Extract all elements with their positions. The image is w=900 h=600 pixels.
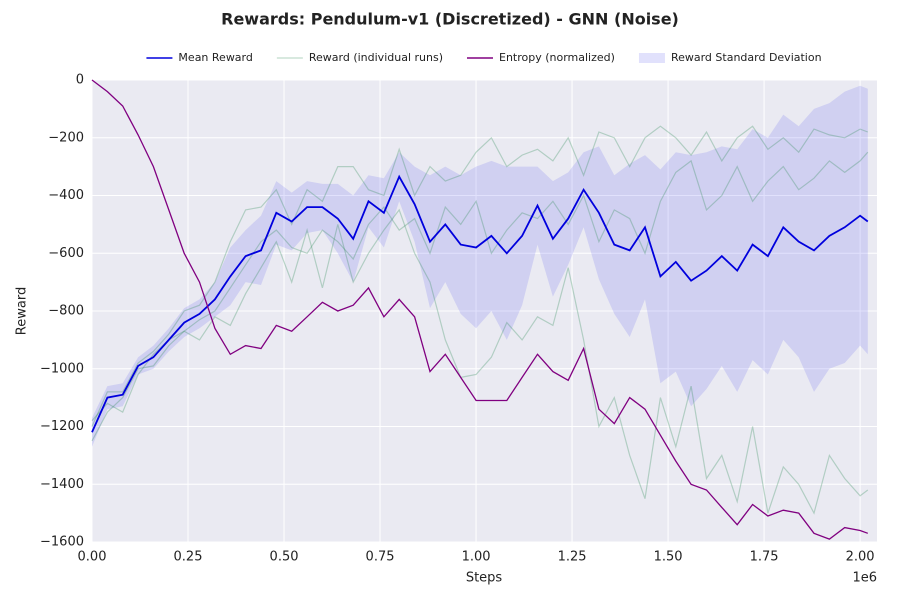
- legend-label: Reward (individual runs): [309, 51, 443, 64]
- y-tick-label: −600: [48, 246, 84, 261]
- legend-label: Reward Standard Deviation: [671, 51, 822, 64]
- x-tick-label: 1.75: [750, 550, 779, 565]
- chart-title: Rewards: Pendulum-v1 (Discretized) - GNN…: [221, 10, 679, 29]
- legend-item: Entropy (normalized): [466, 51, 615, 64]
- run-line: [91, 208, 869, 515]
- x-tick-label: 1.00: [462, 550, 491, 565]
- y-axis-label: Reward: [15, 287, 30, 335]
- x-tick-label: 1.25: [558, 550, 587, 565]
- legend-swatch: [638, 53, 665, 63]
- legend-label: Mean Reward: [178, 51, 252, 64]
- x-tick-label: 1.50: [654, 550, 683, 565]
- plot-area: [91, 79, 869, 540]
- series-line: [91, 79, 869, 540]
- x-tick-label: 0.75: [366, 550, 395, 565]
- legend-item: Reward (individual runs): [276, 51, 443, 64]
- run-line: [91, 125, 869, 427]
- y-tick-label: −1000: [40, 361, 84, 376]
- y-tick-label: −200: [48, 130, 84, 145]
- x-tick-label: 0.00: [78, 550, 107, 565]
- legend-item: Mean Reward: [146, 51, 253, 64]
- y-tick-label: −1400: [40, 477, 84, 492]
- x-tick-label: 0.50: [270, 550, 299, 565]
- legend-label: Entropy (normalized): [499, 51, 615, 64]
- x-tick-label: 2.00: [846, 550, 875, 565]
- y-tick-label: −1200: [40, 419, 84, 434]
- legend-item: Reward Standard Deviation: [638, 51, 822, 64]
- x-offset-label: 1e6: [852, 571, 877, 586]
- y-tick-label: 0: [76, 73, 84, 88]
- y-tick-label: −400: [48, 188, 84, 203]
- std-band: [92, 85, 868, 447]
- legend: Mean Reward Reward (individual runs) Entro…: [146, 51, 822, 64]
- y-tick-label: −800: [48, 304, 84, 319]
- run-line: [91, 151, 869, 422]
- x-tick-label: 0.25: [174, 550, 203, 565]
- series-line: [91, 174, 869, 433]
- x-axis-label: Steps: [466, 571, 503, 586]
- y-tick-label: −1600: [40, 535, 84, 550]
